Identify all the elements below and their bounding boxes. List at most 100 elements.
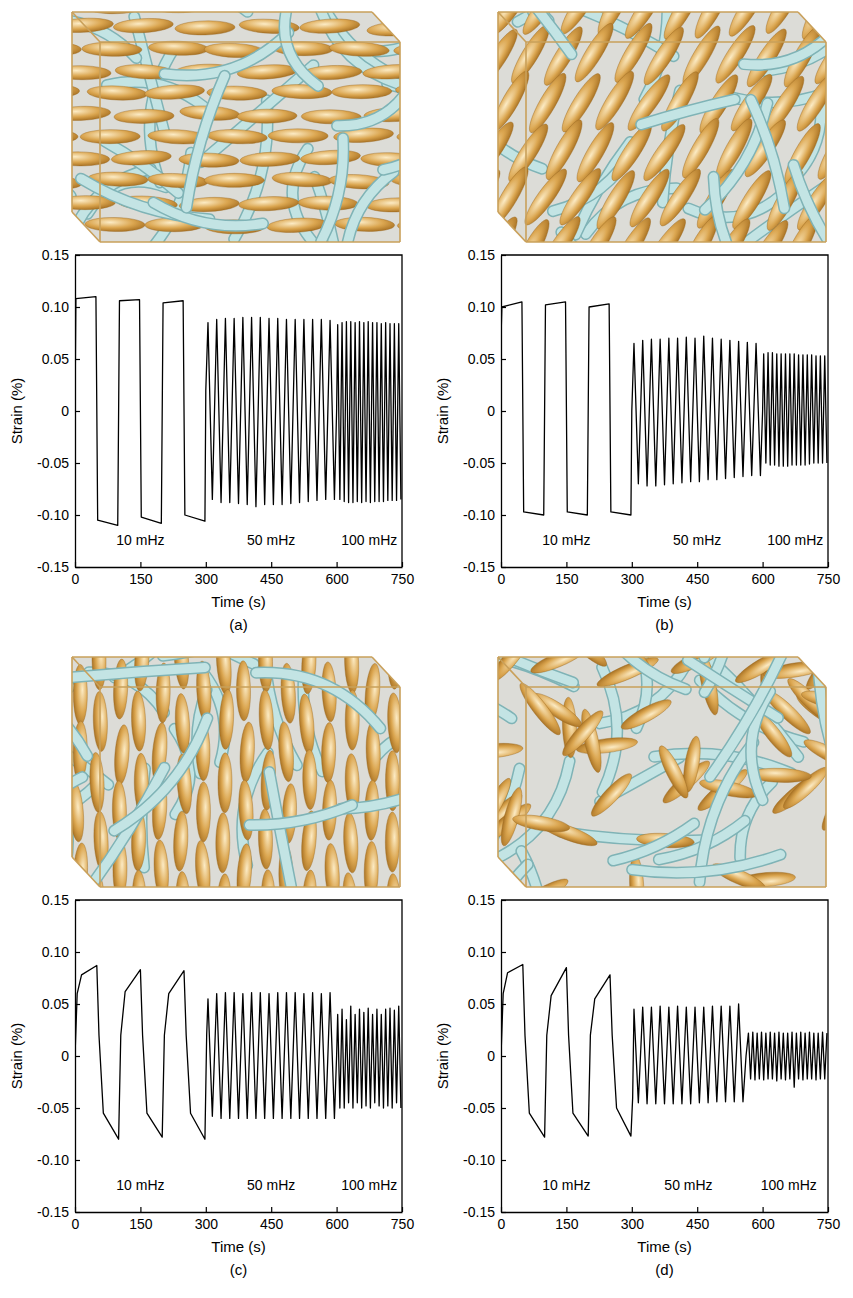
x-tick-mark [206, 1207, 207, 1212]
x-tick: 600 [325, 562, 349, 587]
x-tick: 600 [751, 1207, 775, 1232]
fiber-outline [381, 685, 512, 719]
x-tick-label: 600 [325, 571, 349, 587]
y-tick: -0.05 [463, 1100, 506, 1116]
plot-area [501, 302, 827, 515]
strain-line [75, 966, 401, 1140]
y-tick: -0.15 [463, 559, 506, 575]
particle [367, 20, 428, 38]
particle [801, 735, 853, 774]
particle [133, 631, 151, 692]
fiber [165, 33, 289, 76]
y-axis: -0.15-0.10-0.0500.050.100.15 [463, 247, 506, 575]
particle [20, 84, 80, 98]
y-tick: -0.05 [37, 455, 80, 471]
x-tick: 300 [621, 562, 645, 587]
frequency-label: 10 mHz [116, 1177, 164, 1193]
fiber-outline [0, 780, 101, 834]
fiber-outline [632, 855, 780, 873]
particle [236, 661, 251, 721]
particle [423, 195, 484, 213]
y-tick-mark [501, 307, 506, 308]
x-tick-label: 750 [817, 571, 841, 587]
x-axis: 0150300450600750 [498, 562, 841, 587]
particle [421, 107, 482, 125]
fiber [7, 777, 82, 853]
x-tick: 600 [325, 1207, 349, 1232]
x-tick-label: 0 [72, 1216, 80, 1232]
particle [216, 874, 232, 934]
particle [329, 41, 390, 58]
box-edge [100, 686, 400, 688]
particle [50, 690, 68, 751]
fiber-outline [710, 656, 781, 776]
particle [572, 213, 621, 279]
panel-label: (b) [655, 616, 673, 633]
particle [323, 843, 340, 904]
x-tick-label: 0 [498, 1216, 506, 1232]
y-tick-label: -0.15 [37, 559, 69, 575]
particle [87, 85, 148, 102]
fiber-outline [599, 622, 685, 690]
particle [656, 68, 704, 135]
particle [131, 691, 147, 751]
x-tick: 150 [555, 1207, 579, 1232]
particle [71, 902, 89, 963]
frequency-label: 10 mHz [542, 1177, 590, 1193]
y-tick: -0.10 [37, 507, 80, 523]
y-tick-label: 0.10 [42, 299, 69, 315]
particle [509, 874, 571, 917]
y-tick: 0.05 [468, 996, 506, 1012]
particle [486, 630, 535, 686]
fiber-outline [131, 594, 254, 664]
x-tick-label: 450 [686, 1216, 710, 1232]
box-edge [372, 657, 400, 687]
particle [196, 782, 210, 842]
fiber [383, 107, 455, 169]
y-tick-mark [501, 359, 506, 360]
y-tick: -0.15 [37, 559, 80, 575]
particle [299, 17, 360, 34]
fiber [114, 718, 207, 830]
chart: 0150300450600750-0.15-0.10-0.0500.050.10… [434, 247, 840, 633]
particle [193, 900, 211, 961]
fiber-outline [346, 172, 393, 249]
fiber-outline [0, 687, 70, 783]
y-tick-mark [75, 1056, 80, 1057]
particle [364, 841, 379, 901]
fiber [751, 100, 785, 208]
frequency-label: 50 mHz [664, 1177, 712, 1193]
box-edge [526, 241, 826, 243]
x-tick-label: 300 [195, 1216, 219, 1232]
particle [742, 216, 793, 281]
y-axis-title: Strain (%) [434, 378, 451, 445]
fiber-outline [249, 805, 352, 825]
particle [113, 17, 174, 34]
y-axis: -0.15-0.10-0.0500.050.100.15 [463, 892, 506, 1220]
box-edge [100, 241, 400, 243]
particle [258, 809, 274, 869]
particle [148, 0, 208, 13]
frequency-label: 100 mHz [341, 1177, 397, 1193]
box-fill [498, 657, 826, 887]
y-tick-label: 0.10 [42, 944, 69, 960]
schematic [381, 519, 853, 986]
y-tick-label: -0.05 [463, 455, 495, 471]
particle [302, 749, 317, 809]
particle [21, 173, 82, 191]
y-axis: -0.15-0.10-0.0500.050.100.15 [37, 247, 80, 575]
x-tick-label: 600 [325, 1216, 349, 1232]
fiber-outline [0, 689, 67, 792]
particle [218, 753, 232, 813]
particle [209, 0, 269, 13]
fiber-outline [52, 584, 112, 661]
y-tick-mark [501, 1056, 506, 1057]
y-tick: 0.15 [42, 892, 80, 908]
box-edge [72, 12, 100, 42]
fiber [321, 138, 343, 241]
particle [503, 120, 553, 186]
y-tick-label: -0.10 [463, 507, 495, 523]
x-tick: 600 [751, 562, 775, 587]
fiber [186, 76, 224, 208]
box-edge [497, 12, 499, 212]
